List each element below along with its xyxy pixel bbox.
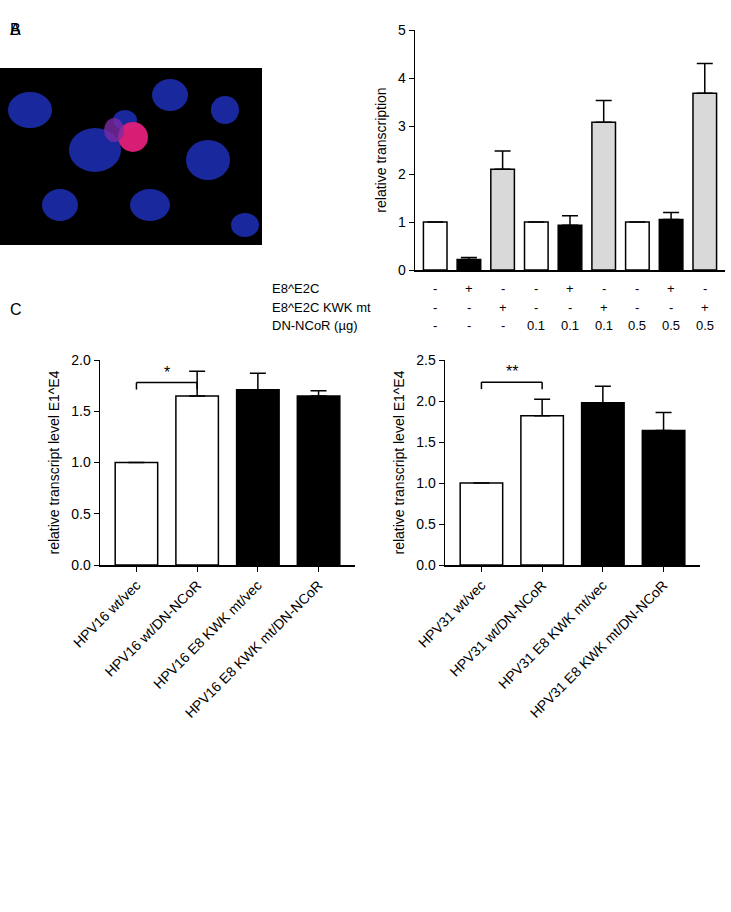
svg-text:0.5: 0.5 bbox=[696, 318, 714, 333]
svg-text:-: - bbox=[635, 281, 639, 296]
svg-text:relative transcript level E1^E: relative transcript level E1^E4 bbox=[391, 370, 407, 554]
svg-text:HPV16 wt/DN-NCoR: HPV16 wt/DN-NCoR bbox=[102, 577, 205, 680]
svg-text:HPV31 wt/vec: HPV31 wt/vec bbox=[415, 577, 488, 650]
svg-text:0.0: 0.0 bbox=[71, 557, 91, 573]
svg-text:1.5: 1.5 bbox=[71, 403, 91, 419]
svg-text:1.0: 1.0 bbox=[71, 454, 91, 470]
svg-text:-: - bbox=[501, 318, 505, 333]
svg-text:-: - bbox=[703, 281, 707, 296]
svg-text:HPV16 wt/vec: HPV16 wt/vec bbox=[70, 577, 143, 650]
svg-text:2.0: 2.0 bbox=[416, 393, 436, 409]
svg-text:-: - bbox=[501, 281, 505, 296]
svg-text:-: - bbox=[467, 300, 471, 315]
svg-text:E8^E2C KWK mt: E8^E2C KWK mt bbox=[272, 300, 371, 315]
svg-text:2: 2 bbox=[398, 166, 406, 182]
svg-text:C: C bbox=[10, 301, 22, 318]
svg-text:-: - bbox=[568, 300, 572, 315]
svg-text:1.5: 1.5 bbox=[416, 434, 436, 450]
svg-text:-: - bbox=[534, 300, 538, 315]
svg-text:+: + bbox=[701, 300, 709, 315]
svg-text:1.0: 1.0 bbox=[416, 475, 436, 491]
svg-text:relative transcript level E1^E: relative transcript level E1^E4 bbox=[46, 370, 62, 554]
svg-text:0.1: 0.1 bbox=[595, 318, 613, 333]
svg-text:-: - bbox=[433, 300, 437, 315]
svg-text:-: - bbox=[433, 318, 437, 333]
svg-text:**: ** bbox=[506, 363, 518, 380]
svg-text:0.1: 0.1 bbox=[561, 318, 579, 333]
svg-text:HPV16 E8 KWK mt/DN-NCoR: HPV16 E8 KWK mt/DN-NCoR bbox=[182, 577, 326, 721]
svg-text:-: - bbox=[635, 300, 639, 315]
svg-text:+: + bbox=[499, 300, 507, 315]
svg-text:1: 1 bbox=[398, 214, 406, 230]
svg-text:-: - bbox=[467, 318, 471, 333]
svg-text:*: * bbox=[164, 364, 170, 381]
svg-text:0.5: 0.5 bbox=[71, 506, 91, 522]
svg-text:A: A bbox=[10, 21, 21, 38]
svg-text:-: - bbox=[669, 300, 673, 315]
svg-text:-: - bbox=[433, 281, 437, 296]
svg-text:0.5: 0.5 bbox=[416, 516, 436, 532]
svg-text:HPV31 E8 KWK mt/vec: HPV31 E8 KWK mt/vec bbox=[495, 577, 610, 692]
svg-text:0.5: 0.5 bbox=[662, 318, 680, 333]
svg-text:DN-NCoR (µg): DN-NCoR (µg) bbox=[272, 318, 358, 333]
svg-text:HPV16 E8 KWK mt/vec: HPV16 E8 KWK mt/vec bbox=[150, 577, 265, 692]
svg-text:5: 5 bbox=[398, 22, 406, 38]
svg-text:+: + bbox=[566, 281, 574, 296]
svg-text:2.5: 2.5 bbox=[416, 352, 436, 368]
svg-text:+: + bbox=[600, 300, 608, 315]
svg-text:2.0: 2.0 bbox=[71, 352, 91, 368]
svg-text:relative transcription: relative transcription bbox=[373, 87, 389, 212]
svg-text:B: B bbox=[10, 21, 21, 38]
svg-text:HPV31 wt/DN-NCoR: HPV31 wt/DN-NCoR bbox=[447, 577, 550, 680]
svg-text:0.0: 0.0 bbox=[416, 557, 436, 573]
svg-text:+: + bbox=[667, 281, 675, 296]
svg-text:-: - bbox=[602, 281, 606, 296]
svg-text:-: - bbox=[534, 281, 538, 296]
svg-text:HPV31 E8 KWK mt/DN-NCoR: HPV31 E8 KWK mt/DN-NCoR bbox=[527, 577, 671, 721]
svg-text:0: 0 bbox=[398, 262, 406, 278]
svg-text:E8^E2C: E8^E2C bbox=[272, 281, 319, 296]
svg-text:0.1: 0.1 bbox=[527, 318, 545, 333]
svg-text:4: 4 bbox=[398, 70, 406, 86]
svg-text:+: + bbox=[465, 281, 473, 296]
svg-text:3: 3 bbox=[398, 118, 406, 134]
svg-text:0.5: 0.5 bbox=[628, 318, 646, 333]
